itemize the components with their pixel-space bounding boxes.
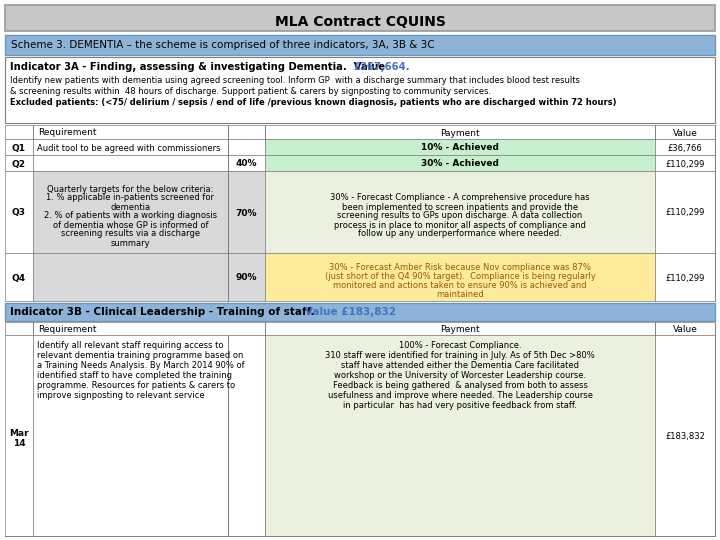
Text: monitored and actions taken to ensure 90% is achieved and: monitored and actions taken to ensure 90… (333, 281, 587, 290)
Text: Feedback is being gathered  & analysed from both to assess: Feedback is being gathered & analysed fr… (333, 381, 588, 390)
Text: Identify new patients with dementia using agreed screening tool. Inform GP  with: Identify new patients with dementia usin… (10, 76, 580, 85)
Text: improve signposting to relevant service: improve signposting to relevant service (37, 391, 204, 400)
Text: Excluded patients: (<75/ delirium / sepsis / end of life /previous known diagnos: Excluded patients: (<75/ delirium / seps… (10, 98, 616, 107)
Text: usefulness and improve where needed. The Leadership course: usefulness and improve where needed. The… (328, 391, 593, 400)
Text: Requirement: Requirement (38, 325, 96, 334)
Text: Indicator 3A - Finding, assessing & investigating Dementia.  Value: Indicator 3A - Finding, assessing & inve… (10, 62, 389, 72)
Text: MLA Contract CQUINS: MLA Contract CQUINS (274, 15, 446, 29)
Bar (5, 35, 715, 55)
Bar (33, 139, 265, 155)
Text: 2. % of patients with a working diagnosis: 2. % of patients with a working diagnosi… (44, 212, 217, 220)
Text: process is in place to monitor all aspects of compliance and: process is in place to monitor all aspec… (334, 220, 586, 230)
Text: staff have attended either the Dementia Care facilitated: staff have attended either the Dementia … (341, 361, 579, 370)
Text: workshop or the University of Worcester Leadership course.: workshop or the University of Worcester … (334, 371, 586, 380)
Text: 70%: 70% (235, 208, 257, 218)
Bar (655, 139, 715, 155)
Bar (655, 253, 715, 301)
Text: a Training Needs Analysis. By March 2014 90% of: a Training Needs Analysis. By March 2014… (37, 361, 245, 370)
Text: been implemented to screen inpatients and provide the: been implemented to screen inpatients an… (342, 202, 578, 212)
Bar (5, 5, 715, 31)
Bar (5, 303, 715, 321)
Text: £110,299: £110,299 (665, 159, 705, 168)
Text: Scheme 3. DEMENTIA – the scheme is comprised of three indicators, 3A, 3B & 3C: Scheme 3. DEMENTIA – the scheme is compr… (11, 40, 435, 50)
Bar (33, 335, 265, 536)
Bar (228, 171, 265, 253)
Text: in particular  has had very positive feedback from staff.: in particular has had very positive feed… (343, 401, 577, 410)
Text: 30% - Achieved: 30% - Achieved (421, 159, 499, 168)
Bar (33, 155, 228, 171)
Bar (265, 171, 655, 253)
Bar (5, 253, 33, 301)
Text: & screening results within  48 hours of discharge. Support patient & carers by s: & screening results within 48 hours of d… (10, 87, 491, 96)
Text: Value: Value (672, 129, 698, 138)
Bar (5, 57, 715, 123)
Text: 310 staff were identified for training in July. As of 5th Dec >80%: 310 staff were identified for training i… (325, 351, 595, 360)
Text: Requirement: Requirement (38, 128, 96, 137)
Text: 30% - Forecast Amber Risk because Nov compliance was 87%: 30% - Forecast Amber Risk because Nov co… (329, 263, 591, 272)
Bar (265, 335, 655, 536)
Bar (5, 322, 715, 335)
Text: 100% - Forecast Compliance.: 100% - Forecast Compliance. (399, 341, 521, 350)
Text: 1. % applicable in-patients screened for: 1. % applicable in-patients screened for (47, 193, 215, 202)
Text: maintained: maintained (436, 290, 484, 299)
Bar (5, 139, 33, 155)
Bar (5, 171, 33, 253)
Text: Q3: Q3 (12, 208, 26, 218)
Bar (5, 155, 33, 171)
Text: £367,664.: £367,664. (353, 62, 410, 72)
Bar (33, 253, 228, 301)
Text: Q1: Q1 (12, 144, 26, 152)
Text: dementia: dementia (110, 202, 150, 212)
Bar (655, 155, 715, 171)
Text: relevant dementia training programme based on: relevant dementia training programme bas… (37, 351, 243, 360)
Text: screening results via a discharge: screening results via a discharge (61, 230, 200, 239)
Text: £36,766: £36,766 (667, 144, 703, 152)
Text: Value: Value (672, 325, 698, 334)
Text: screening results to GPs upon discharge. A data collection: screening results to GPs upon discharge.… (338, 212, 582, 220)
Text: 40%: 40% (235, 159, 257, 168)
Text: Q2: Q2 (12, 159, 26, 168)
Bar (5, 335, 33, 536)
Text: summary: summary (111, 239, 150, 247)
Text: Q4: Q4 (12, 273, 26, 282)
Bar (33, 171, 228, 253)
Text: 14: 14 (13, 439, 25, 448)
Text: of dementia whose GP is informed of: of dementia whose GP is informed of (53, 220, 208, 230)
Text: Audit tool to be agreed with commissioners: Audit tool to be agreed with commissione… (37, 144, 220, 153)
Text: 90%: 90% (235, 273, 257, 282)
Bar (265, 139, 655, 155)
Text: £183,832: £183,832 (665, 432, 705, 441)
Text: 30% - Forecast Compliance - A comprehensive procedure has: 30% - Forecast Compliance - A comprehens… (330, 193, 590, 202)
Bar (228, 253, 265, 301)
Text: (just short of the Q4 90% target).  Compliance is being regularly: (just short of the Q4 90% target). Compl… (325, 272, 595, 281)
Text: Mar: Mar (9, 429, 29, 438)
Bar (5, 125, 715, 139)
Bar (655, 171, 715, 253)
Bar (228, 155, 265, 171)
Text: Identify all relevant staff requiring access to: Identify all relevant staff requiring ac… (37, 341, 223, 350)
Text: Value £183,832: Value £183,832 (305, 307, 396, 317)
Text: £110,299: £110,299 (665, 208, 705, 218)
Bar (265, 155, 655, 171)
Bar (655, 335, 715, 536)
Text: Indicator 3B - Clinical Leadership - Training of staff.: Indicator 3B - Clinical Leadership - Tra… (10, 307, 318, 317)
Text: Payment: Payment (440, 325, 480, 334)
Text: identified staff to have completed the training: identified staff to have completed the t… (37, 371, 232, 380)
Text: 10% - Achieved: 10% - Achieved (421, 144, 499, 152)
Bar (265, 253, 655, 301)
Text: Quarterly targets for the below criteria:: Quarterly targets for the below criteria… (48, 185, 214, 193)
Text: follow up any underperformance where needed.: follow up any underperformance where nee… (358, 230, 562, 239)
Text: £110,299: £110,299 (665, 273, 705, 282)
Text: programme. Resources for patients & carers to: programme. Resources for patients & care… (37, 381, 235, 390)
Text: Payment: Payment (440, 129, 480, 138)
